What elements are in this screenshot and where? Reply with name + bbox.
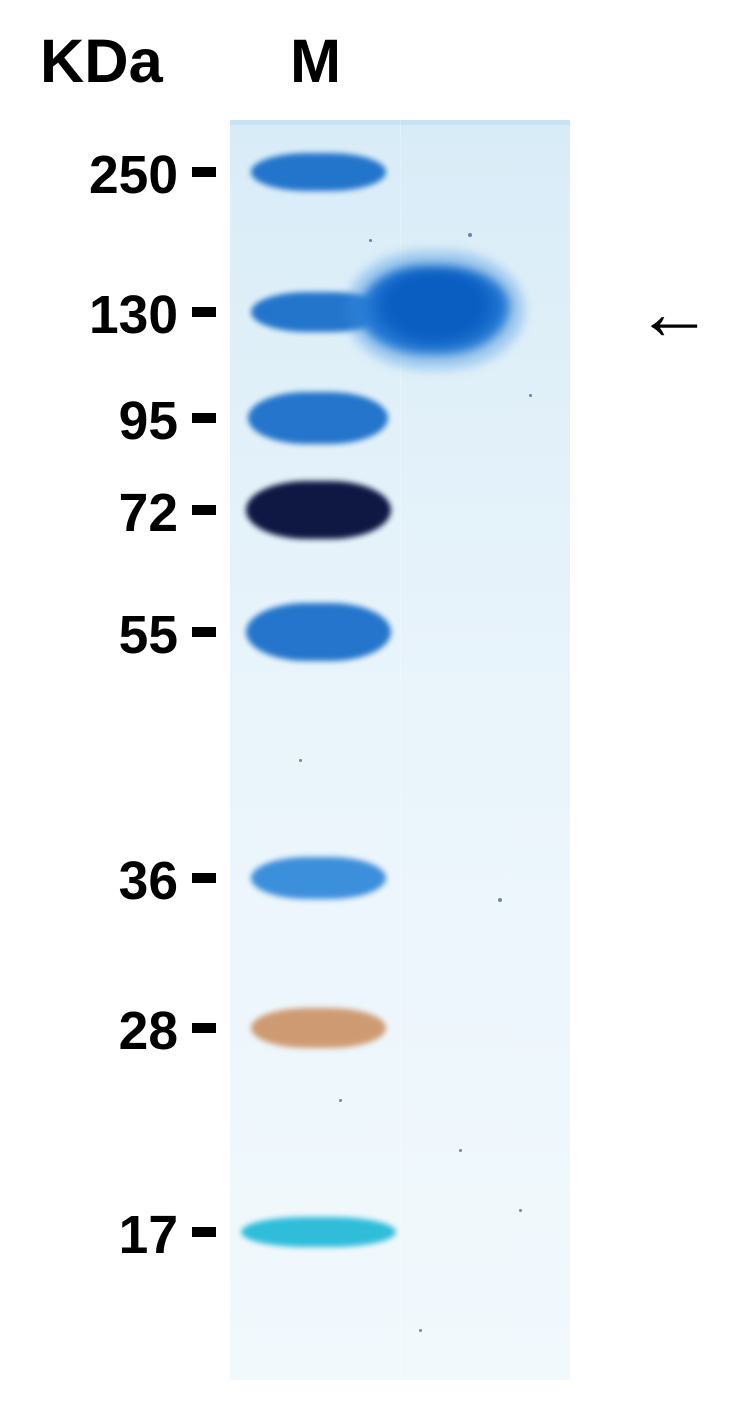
marker-band [246,481,391,539]
gel-area [230,120,570,1380]
marker-band [248,392,388,444]
marker-band [246,603,391,661]
marker-label: 72 [0,483,178,544]
marker-tick [192,167,216,177]
gel-speck [339,1099,342,1102]
marker-tick [192,505,216,515]
marker-tick [192,1023,216,1033]
gel-figure: KDa M 250 130 95 72 55 36 28 [0,0,741,1410]
marker-label: 250 [0,145,178,206]
marker-band [251,857,386,899]
marker-band [251,153,386,191]
marker-label: 28 [0,1001,178,1062]
marker-tick [192,1227,216,1237]
marker-lane-label: M [290,25,341,96]
gel-speck [529,394,532,397]
marker-band [241,1217,396,1247]
target-arrow-icon: ← [636,269,713,358]
gel-speck [459,1149,462,1152]
marker-band [251,1008,386,1048]
marker-label: 36 [0,851,178,912]
gel-speck [519,1209,522,1212]
marker-label: 95 [0,391,178,452]
sample-band [360,265,510,355]
gel-speck [299,759,302,762]
marker-tick [192,413,216,423]
unit-label: KDa [40,25,163,96]
marker-label: 17 [0,1205,178,1266]
marker-tick [192,627,216,637]
gel-speck [468,233,472,237]
gel-speck [419,1329,422,1332]
gel-speck [369,239,372,242]
marker-label: 130 [0,285,178,346]
marker-label: 55 [0,605,178,666]
gel-speck [498,898,502,902]
marker-tick [192,307,216,317]
marker-tick [192,873,216,883]
